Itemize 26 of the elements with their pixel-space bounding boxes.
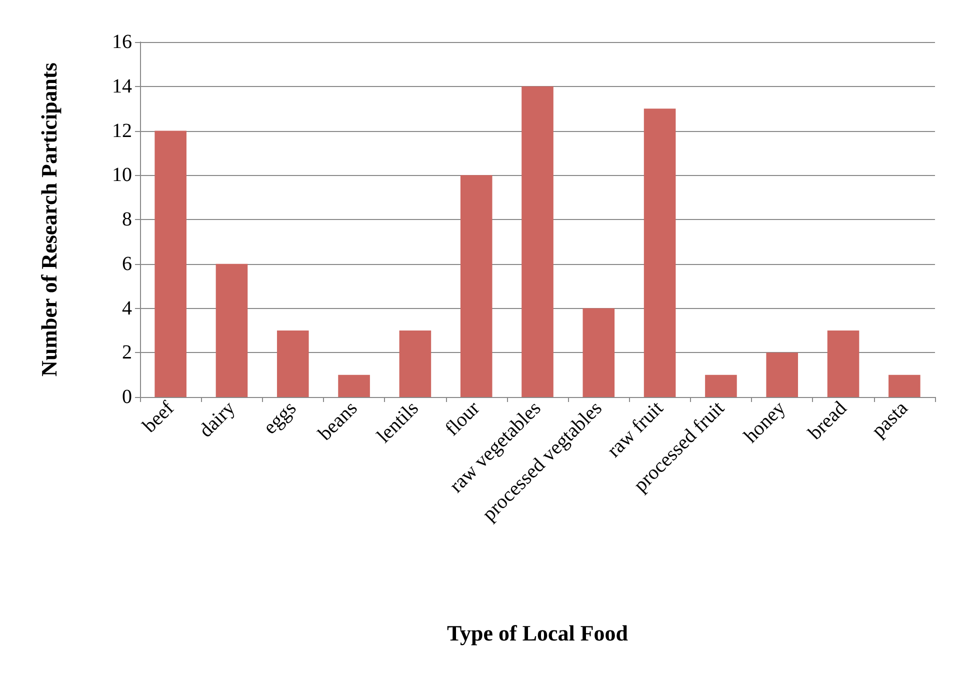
bar (338, 374, 370, 397)
bar (522, 86, 554, 397)
y-tick-label: 2 (122, 342, 132, 364)
y-tick-label: 10 (112, 164, 132, 186)
x-tick-label: beef (138, 396, 179, 438)
y-tick-label: 6 (122, 252, 132, 275)
bar (582, 308, 615, 397)
y-tick-label: 14 (112, 75, 132, 98)
y-tick-label: 8 (122, 208, 132, 230)
bar (888, 374, 920, 397)
bar (827, 330, 860, 397)
bar (216, 264, 248, 397)
bar (399, 330, 432, 397)
bar (154, 130, 186, 397)
bar (705, 374, 737, 397)
y-tick-label: 12 (112, 120, 132, 142)
y-tick-label: 4 (122, 297, 132, 320)
bar (460, 175, 492, 397)
bar (276, 330, 309, 397)
y-axis-title: Number of Research Participants (36, 62, 62, 376)
x-axis-title: Type of Local Food (446, 620, 628, 646)
bar (644, 108, 676, 397)
y-tick-label: 16 (112, 31, 132, 53)
x-tick-label: eggs (259, 397, 301, 439)
bar (766, 352, 798, 397)
y-tick-label: 0 (122, 386, 132, 408)
